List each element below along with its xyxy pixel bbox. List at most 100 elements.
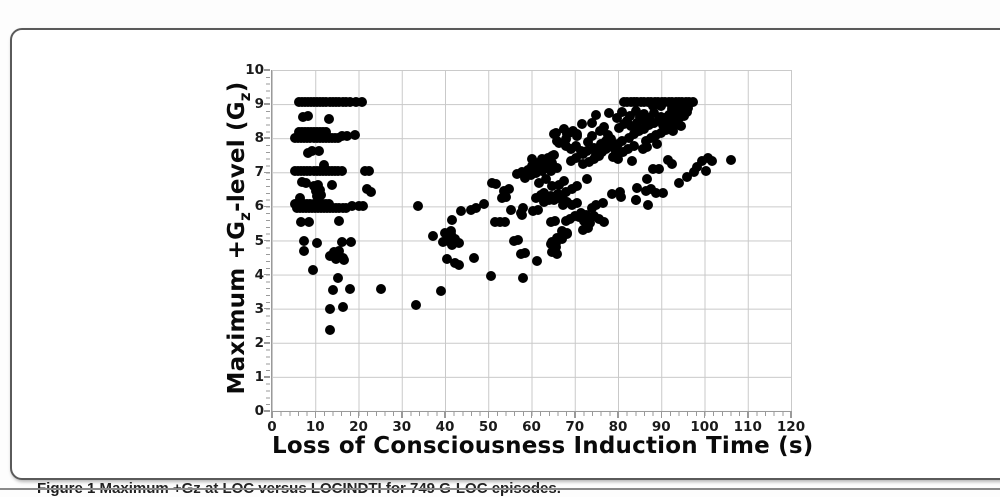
data-point (597, 197, 608, 208)
data-point (550, 241, 561, 252)
data-point (575, 146, 586, 157)
data-point (297, 112, 308, 123)
data-point (525, 170, 536, 181)
data-point (678, 111, 689, 122)
data-point (531, 255, 542, 266)
data-point (650, 187, 661, 198)
data-point (453, 259, 464, 270)
y-tick-label: 4 (254, 266, 264, 283)
data-point (316, 190, 327, 201)
x-major-tick (271, 412, 273, 418)
data-point (456, 206, 467, 217)
y-tick-label: 7 (254, 164, 264, 181)
data-point (512, 169, 523, 180)
y-tick-label: 5 (254, 232, 264, 249)
data-point (638, 123, 649, 134)
data-point (654, 114, 665, 125)
figure-card: 0 10 20 30 40 50 60 70 80 90 100 110 120 0 1 2 3 4 5 6 7 8 9 10… (10, 28, 1000, 497)
x-tick-label: 40 (435, 419, 455, 435)
data-point (298, 236, 309, 247)
data-point (491, 178, 502, 189)
data-point (640, 186, 651, 197)
data-point (445, 228, 456, 239)
x-tick-label: 120 (776, 419, 806, 435)
data-point (364, 165, 375, 176)
x-tick-label: 100 (690, 419, 719, 435)
x-tick-label: 80 (608, 419, 628, 435)
data-point (537, 153, 548, 164)
data-point (578, 216, 589, 227)
data-point (644, 113, 655, 124)
data-point (687, 97, 698, 108)
y-major-tick (264, 273, 270, 276)
data-point (325, 324, 336, 335)
data-point (337, 237, 348, 248)
data-point (562, 228, 573, 239)
data-point (697, 155, 708, 166)
data-point (550, 127, 561, 138)
x-major-tick (487, 412, 489, 418)
data-point (295, 217, 306, 228)
data-point (440, 227, 451, 238)
data-point (567, 126, 578, 137)
data-point (590, 110, 601, 121)
y-axis-subscript: z (235, 211, 254, 221)
data-point (595, 139, 606, 150)
data-point (613, 153, 624, 164)
y-major-tick (264, 171, 270, 174)
data-point (298, 245, 309, 256)
data-point (337, 301, 348, 312)
data-point (520, 172, 530, 183)
data-point (338, 255, 349, 266)
y-axis-title-text: Maximum +G (224, 220, 251, 395)
data-point (682, 172, 693, 183)
data-point (558, 124, 569, 135)
y-axis-line (270, 70, 272, 412)
data-point (642, 141, 653, 152)
data-point (674, 178, 685, 189)
data-point (469, 252, 480, 263)
data-point (593, 214, 604, 225)
data-point (518, 273, 529, 283)
data-point (599, 122, 610, 133)
data-point (616, 106, 627, 117)
data-point (358, 201, 369, 212)
data-point (599, 217, 610, 228)
data-point (427, 230, 438, 241)
data-point (323, 113, 334, 124)
data-point (562, 129, 573, 140)
y-tick-label: 0 (254, 403, 264, 419)
data-point (410, 299, 421, 310)
data-point (533, 177, 544, 188)
x-tick-label: 0 (267, 419, 277, 435)
page-bottom-rule (0, 488, 1000, 490)
y-major-tick (264, 239, 270, 242)
data-point (346, 201, 357, 212)
data-point (629, 129, 639, 140)
data-point (532, 157, 543, 168)
data-point (625, 121, 636, 132)
data-point (582, 174, 593, 185)
data-point (350, 130, 361, 141)
y-tick-label: 10 (245, 62, 264, 78)
data-point (532, 205, 543, 216)
x-tick-label: 30 (392, 419, 412, 435)
data-point (478, 199, 489, 209)
data-point (642, 174, 653, 185)
data-point (572, 197, 583, 208)
data-point (558, 176, 569, 187)
data-point (344, 283, 355, 294)
y-tick-label: 1 (254, 368, 264, 385)
y-tick-label: 8 (254, 130, 264, 147)
data-point (324, 251, 335, 262)
data-point (333, 273, 344, 283)
y-axis-title: Maximum +Gz-level (Gz) (224, 81, 254, 395)
x-tick-label: 50 (478, 419, 498, 435)
data-point (412, 201, 423, 212)
data-point (607, 189, 618, 200)
data-point (522, 164, 533, 175)
data-point (315, 185, 326, 196)
data-point (294, 192, 305, 203)
data-point (602, 129, 613, 140)
y-tick-label: 2 (254, 334, 264, 351)
